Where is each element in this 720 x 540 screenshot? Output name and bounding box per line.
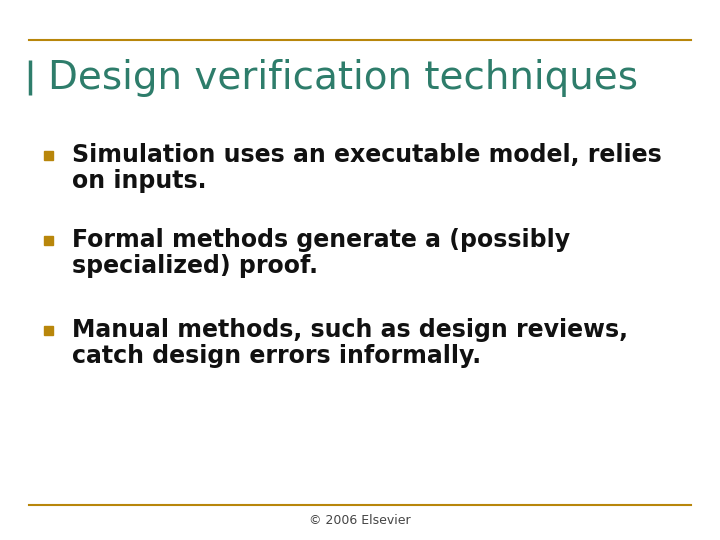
- Text: Design verification techniques: Design verification techniques: [48, 59, 638, 97]
- Text: Simulation uses an executable model, relies: Simulation uses an executable model, rel…: [72, 143, 662, 167]
- Text: on inputs.: on inputs.: [72, 169, 207, 193]
- Text: catch design errors informally.: catch design errors informally.: [72, 344, 481, 368]
- Text: specialized) proof.: specialized) proof.: [72, 254, 318, 278]
- FancyBboxPatch shape: [43, 235, 53, 245]
- FancyBboxPatch shape: [43, 151, 53, 159]
- FancyBboxPatch shape: [43, 326, 53, 334]
- Text: Formal methods generate a (possibly: Formal methods generate a (possibly: [72, 228, 570, 252]
- Text: © 2006 Elsevier: © 2006 Elsevier: [309, 514, 411, 526]
- Text: Manual methods, such as design reviews,: Manual methods, such as design reviews,: [72, 318, 628, 342]
